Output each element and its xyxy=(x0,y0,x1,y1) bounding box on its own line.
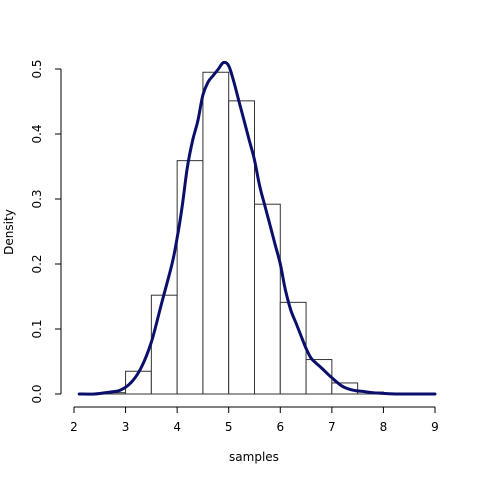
histogram-bar-5 xyxy=(228,100,255,395)
histogram-bars xyxy=(99,71,384,395)
x-tick-label-5: 7 xyxy=(328,420,336,434)
x-tick-label-0: 2 xyxy=(70,420,78,434)
y-axis: 0.0 0.1 0.2 0.3 0.4 0.5 xyxy=(30,59,62,404)
y-tick-label-2: 0.2 xyxy=(30,254,44,273)
y-tick-label-0: 0.0 xyxy=(30,384,44,403)
x-axis: 2 3 4 5 6 7 8 9 xyxy=(70,406,439,434)
x-tick-label-4: 6 xyxy=(276,420,284,434)
histogram-bar-6 xyxy=(254,203,281,395)
y-tick-label-3: 0.3 xyxy=(30,189,44,208)
y-tick-label-4: 0.4 xyxy=(30,124,44,143)
x-tick-label-3: 5 xyxy=(225,420,233,434)
density-curve-layer xyxy=(77,60,437,396)
y-tick-label-1: 0.1 xyxy=(30,319,44,338)
x-tick-label-6: 8 xyxy=(380,420,388,434)
y-tick-label-5: 0.5 xyxy=(30,59,44,78)
x-axis-title: samples xyxy=(229,450,279,464)
histogram-bar-2 xyxy=(150,294,178,395)
histogram-bar-4 xyxy=(202,71,230,395)
density-curve xyxy=(77,60,437,396)
x-tick-label-1: 3 xyxy=(122,420,130,434)
x-tick-label-2: 4 xyxy=(173,420,181,434)
y-axis-title: Density xyxy=(2,209,16,255)
x-tick-label-7: 9 xyxy=(431,420,439,434)
histogram-bar-3 xyxy=(176,160,204,395)
